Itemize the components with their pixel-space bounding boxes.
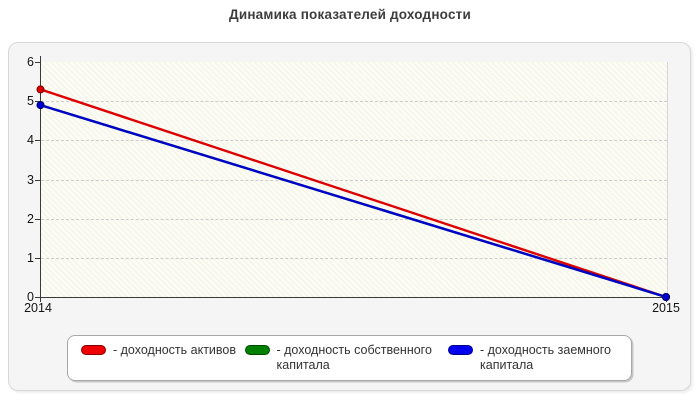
y-tick-label: 4 (27, 133, 34, 147)
legend-label: - доходность активов (113, 343, 236, 357)
legend-swatch (244, 345, 270, 355)
legend-swatch (81, 345, 106, 355)
data-point-marker (36, 85, 45, 94)
y-axis-tick (35, 180, 40, 181)
y-axis-tick (35, 219, 40, 220)
y-axis-tick (35, 140, 40, 141)
y-tick-label: 0 (27, 290, 34, 304)
y-tick-label: 2 (27, 212, 34, 226)
data-point-marker (662, 293, 670, 301)
legend-item: - доходность собственного капитала (244, 343, 440, 373)
legend-label: - доходность собственного капитала (276, 343, 432, 372)
y-tick-label: 6 (27, 55, 34, 69)
x-tick-label-2014: 2014 (24, 301, 52, 315)
y-axis-tick (35, 297, 40, 298)
legend: - доходность активов - доходность собстве… (67, 335, 632, 381)
y-gridline (41, 140, 667, 141)
y-axis-tick (35, 62, 40, 63)
chart-lines (36, 85, 670, 301)
plot-right-border (667, 62, 668, 297)
y-gridline (41, 180, 667, 181)
y-axis-line (40, 56, 41, 302)
y-gridline (41, 101, 667, 102)
y-tick-label: 1 (27, 251, 34, 265)
y-gridline (41, 258, 667, 259)
legend-label: - доходность заемного капитала (480, 343, 611, 372)
legend-item: - доходность активов (81, 343, 236, 358)
y-tick-label: 5 (27, 94, 34, 108)
chart-title: Динамика показателей доходности (229, 7, 471, 22)
x-axis-line (40, 297, 667, 298)
legend-swatch (448, 345, 473, 355)
y-axis-tick (35, 101, 40, 102)
x-tick-label-2015: 2015 (652, 301, 680, 315)
series-line (39, 103, 668, 299)
y-tick-label: 3 (27, 173, 34, 187)
y-gridline (41, 219, 667, 220)
y-axis-tick (35, 258, 40, 259)
data-point-marker (36, 101, 45, 110)
series-line (39, 88, 668, 299)
legend-item: - доходность заемного капитала (448, 343, 618, 373)
